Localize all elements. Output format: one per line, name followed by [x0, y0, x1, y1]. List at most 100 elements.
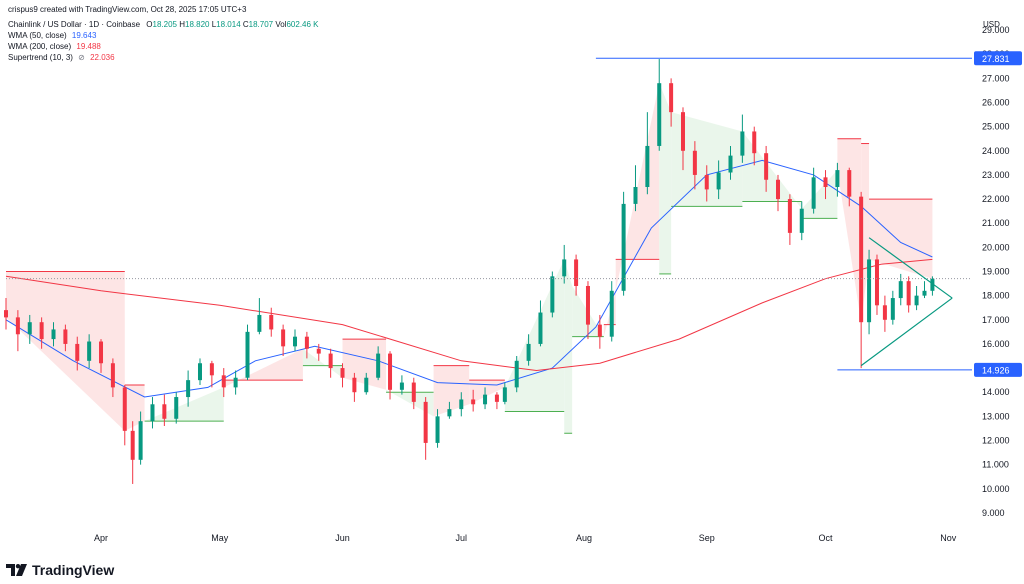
supertrend-fill — [572, 285, 604, 337]
price-label-text: 27.831 — [982, 54, 1010, 64]
candle-body — [930, 278, 935, 291]
supertrend-fill — [144, 387, 224, 422]
supertrend-fill — [801, 170, 838, 219]
candle-body — [874, 259, 879, 306]
supertrend-label: Supertrend (10, 3) — [8, 53, 73, 62]
candle-body — [669, 83, 674, 113]
candle-body — [585, 285, 590, 325]
candle-body — [823, 177, 828, 187]
candle-body — [197, 363, 202, 381]
x-tick-label: Oct — [819, 533, 834, 543]
candle-body — [890, 298, 895, 320]
tradingview-logo[interactable]: TradingView — [6, 562, 114, 578]
supertrend-fill — [469, 380, 505, 405]
wma50-value: 19.643 — [71, 31, 97, 40]
supertrend-fill — [659, 83, 672, 274]
close-value: 18.707 — [248, 20, 274, 29]
supertrend-fill — [564, 259, 573, 434]
candle-body — [352, 377, 357, 393]
supertrend-fill — [869, 199, 933, 279]
y-tick-label: 18.000 — [982, 291, 1010, 301]
y-tick-label: 23.000 — [982, 170, 1010, 180]
tradingview-logo-icon — [6, 564, 27, 576]
symbol-title[interactable]: Chainlink / US Dollar · 1D · Coinbase — [8, 20, 141, 29]
wma200-label: WMA (200, close) — [8, 42, 72, 51]
supertrend-fill — [433, 365, 470, 417]
x-tick-label: Apr — [94, 533, 108, 543]
candle-body — [597, 324, 602, 337]
candle-body — [162, 404, 167, 419]
indicator-wma50[interactable]: WMA (50, close) 19.643 — [8, 31, 96, 41]
currency-label: USD — [983, 20, 1000, 29]
supertrend-fill — [837, 138, 862, 323]
y-tick-label: 25.000 — [982, 122, 1010, 132]
y-tick-label: 9.000 — [982, 508, 1005, 518]
y-tick-label: 17.000 — [982, 315, 1010, 325]
candle-body — [376, 353, 381, 378]
candle-body — [110, 363, 115, 388]
indicator-wma200[interactable]: WMA (200, close) 19.488 — [8, 42, 101, 52]
candle-body — [304, 336, 309, 349]
y-tick-label: 27.000 — [982, 73, 1010, 83]
candle-body — [882, 305, 887, 320]
supertrend-fill — [386, 389, 434, 417]
candle-body — [764, 153, 769, 180]
candle-body — [364, 377, 369, 393]
candle-body — [257, 314, 262, 332]
candle-body — [423, 401, 428, 443]
candle-body — [835, 170, 840, 187]
y-tick-label: 19.000 — [982, 267, 1010, 277]
candle-body — [867, 259, 872, 323]
symbol-row: Chainlink / US Dollar · 1D · Coinbase O1… — [8, 20, 319, 30]
candle-body — [538, 312, 543, 344]
candle-body — [776, 179, 781, 200]
triangle-upper-line — [868, 237, 953, 299]
wma50-label: WMA (50, close) — [8, 31, 67, 40]
candle-body — [388, 353, 393, 390]
supertrend-fill — [342, 339, 387, 390]
supertrend-value: 22.036 — [90, 53, 115, 62]
low-value: 18.014 — [216, 20, 241, 29]
candle-body — [645, 145, 650, 187]
candle-body — [209, 363, 214, 376]
candle-body — [526, 343, 531, 361]
candle-body — [130, 430, 135, 460]
candle-body — [186, 380, 191, 398]
candle-body — [502, 387, 507, 402]
candle-body — [847, 170, 852, 197]
candle-body — [922, 290, 927, 296]
candle-body — [138, 421, 143, 460]
candle-body — [459, 399, 464, 410]
open-value: 18.205 — [152, 20, 177, 29]
logo-text: TradingView — [32, 562, 115, 578]
y-tick-label: 21.000 — [982, 218, 1010, 228]
candle-body — [740, 131, 745, 156]
x-tick-label: Sep — [699, 533, 715, 543]
visibility-icon[interactable]: ⊘ — [78, 53, 85, 62]
candle-body — [752, 131, 757, 154]
candle-body — [550, 276, 555, 313]
candle-body — [39, 322, 44, 340]
y-tick-label: 26.000 — [982, 98, 1010, 108]
candle-body — [245, 331, 250, 378]
candle-body — [87, 341, 92, 361]
candle-body — [811, 177, 816, 209]
y-tick-label: 22.000 — [982, 194, 1010, 204]
candle-body — [150, 404, 155, 422]
candle-body — [340, 368, 345, 378]
ohlc-values: O18.205 H18.820 L18.014 C18.707 Vol602.4… — [146, 20, 319, 29]
candle-body — [494, 394, 499, 402]
candle-body — [99, 341, 104, 364]
supertrend-fill — [504, 259, 565, 412]
candle-body — [704, 174, 709, 190]
candle-body — [328, 353, 333, 369]
y-tick-label: 13.000 — [982, 411, 1010, 421]
candle-body — [716, 172, 721, 190]
triangle-lower-line — [860, 297, 953, 367]
wma50-line — [5, 159, 933, 398]
candle-body — [914, 295, 919, 306]
high-value: 18.820 — [185, 20, 210, 29]
candle-body — [471, 399, 476, 405]
indicator-supertrend[interactable]: Supertrend (10, 3) ⊘ 22.036 — [8, 53, 115, 63]
